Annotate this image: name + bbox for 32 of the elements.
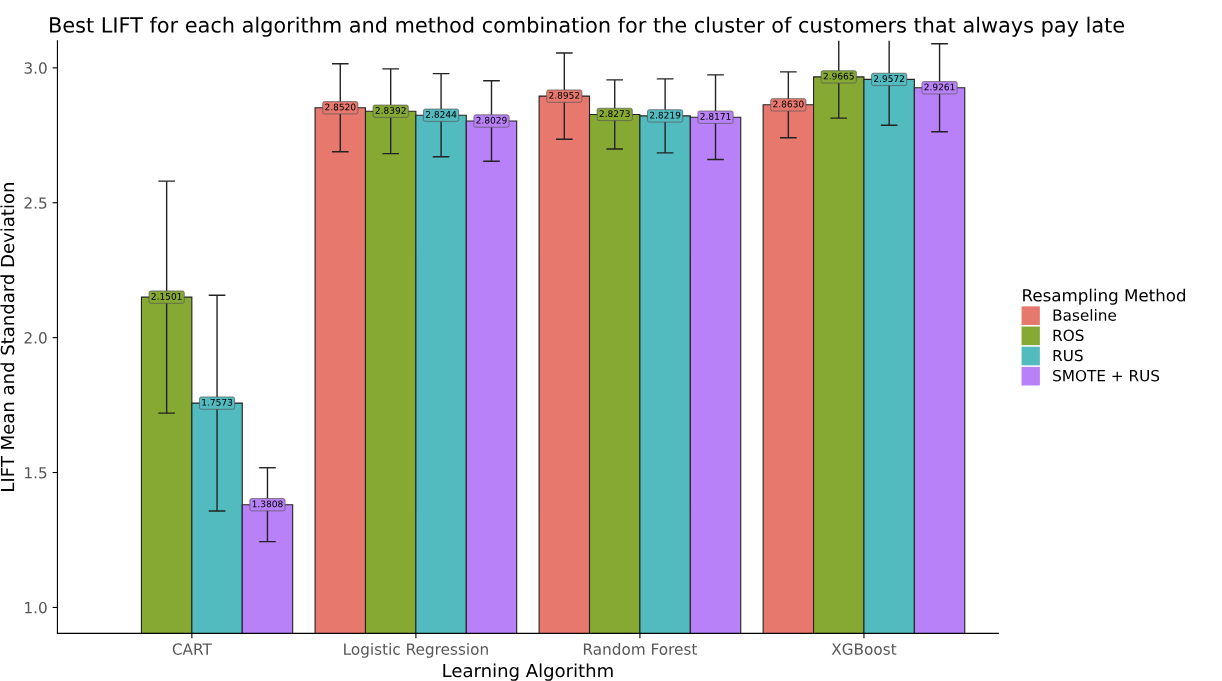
- x-tick-label: Logistic Regression: [344, 643, 488, 658]
- data-label: 2.9665: [823, 72, 854, 80]
- y-axis-title: LIFT Mean and Standard Deviation: [0, 183, 15, 491]
- y-tick-label: 1.0: [25, 601, 47, 614]
- data-label: 2.8952: [549, 91, 580, 99]
- data-label: 2.8029: [476, 116, 507, 124]
- y-tick-label: 2.5: [24, 197, 47, 209]
- y-tick-label: 2.0: [24, 332, 47, 344]
- data-label: 2.8171: [700, 112, 731, 120]
- data-label: 2.8273: [599, 110, 630, 118]
- legend-title: Resampling Method: [1023, 288, 1186, 305]
- legend-label: RUS: [1053, 349, 1083, 362]
- y-tick-label: 3.0: [24, 62, 47, 74]
- x-tick-label: Random Forest: [583, 643, 698, 655]
- legend-label: Baseline: [1053, 309, 1117, 321]
- data-label: 2.1501: [151, 292, 182, 300]
- x-axis-title: Learning Algorithm: [443, 663, 613, 681]
- data-label: 2.8219: [649, 111, 681, 119]
- data-label: 2.9572: [874, 75, 905, 83]
- data-label: 2.9261: [924, 83, 955, 91]
- data-label: 2.8244: [425, 111, 457, 118]
- chart-title: Best LIFT for each algorithm and method combination for the cluster of customers that always pay late: [50, 16, 1125, 37]
- y-tick-label: 1.5: [25, 467, 47, 479]
- legend-label: SMOTE + RUS: [1053, 369, 1160, 382]
- x-tick-label: CART: [172, 643, 212, 655]
- legend-label: ROS: [1053, 329, 1084, 342]
- data-label: 1.7573: [202, 398, 233, 406]
- data-label: 2.8520: [325, 103, 356, 111]
- data-label: 1.3808: [252, 500, 283, 508]
- x-tick-label: XGBoost: [831, 643, 897, 655]
- data-label: 2.8630: [773, 100, 804, 108]
- data-label: 2.8392: [375, 107, 406, 114]
